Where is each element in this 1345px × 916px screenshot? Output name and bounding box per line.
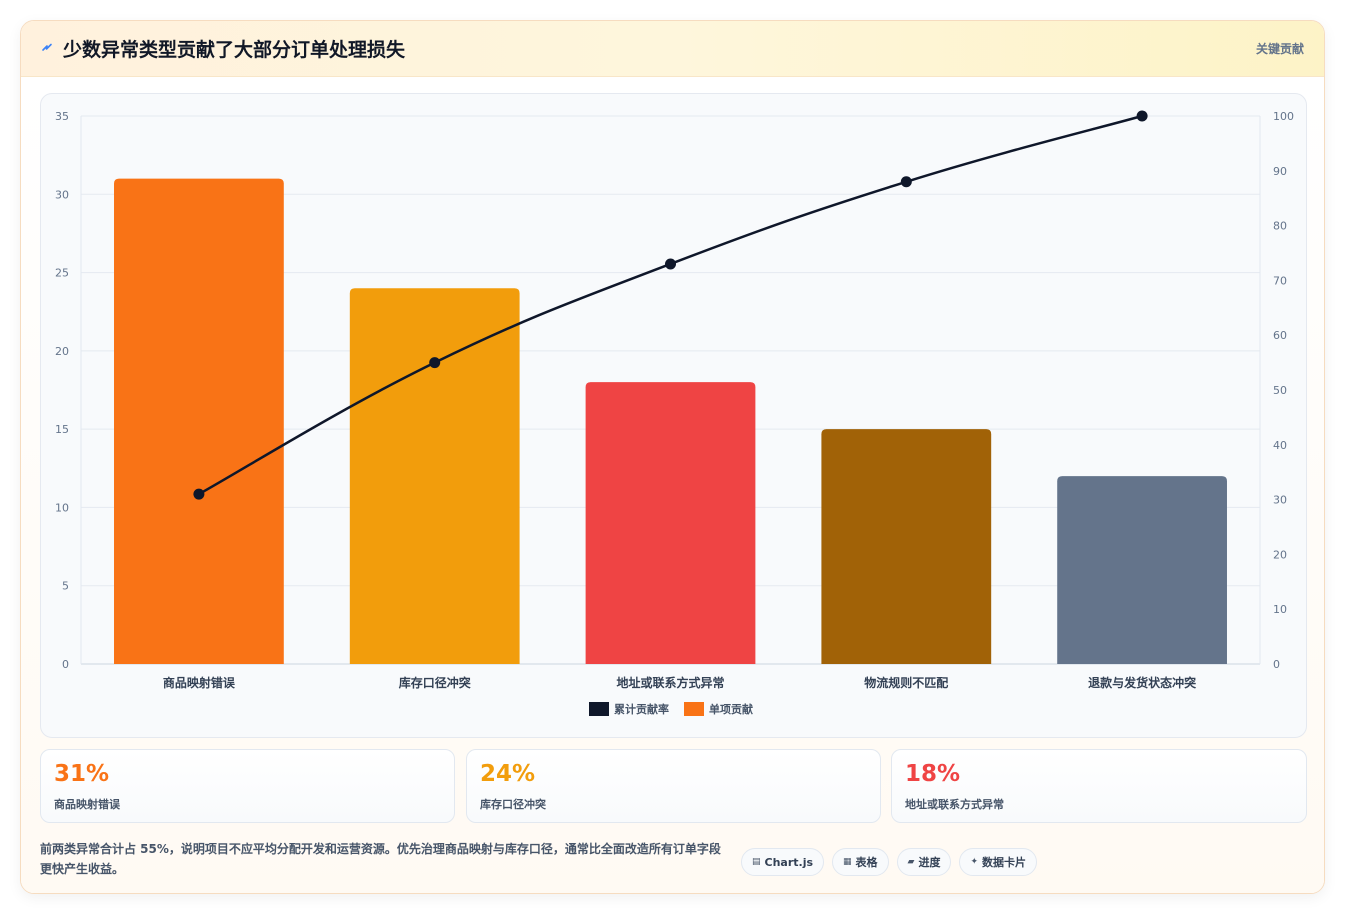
left-axis-tick: 35 xyxy=(55,110,69,123)
chart-title: 少数异常类型贡献了大部分订单处理损失 xyxy=(63,39,406,61)
chart-panel: 0 5 10 15 20 25 30 35 0 10 20 30 40 50 60 70 80 90 100 商品映射… xyxy=(40,93,1307,738)
pill-label: 数据卡片 xyxy=(982,856,1027,869)
chartjs-pill[interactable]: ▤ Chart.js xyxy=(741,848,825,876)
right-axis-tick: 50 xyxy=(1273,384,1287,397)
stat-card-1: 31% 商品映射错误 xyxy=(40,749,455,823)
progress-pill[interactable]: ▰ 进度 xyxy=(896,848,952,876)
stat-value: 24% xyxy=(480,761,536,787)
pareto-chart: 0 5 10 15 20 25 30 35 0 10 20 30 40 50 60 70 80 90 100 商品映射… xyxy=(55,110,1294,716)
left-axis-tick: 25 xyxy=(55,267,69,280)
key-contribution-tag: 关键贡献 xyxy=(1255,42,1304,56)
right-axis-tick: 70 xyxy=(1273,274,1287,287)
left-axis-tick: 15 xyxy=(55,423,69,436)
pill-label: Chart.js xyxy=(764,855,814,869)
chart-card: 少数异常类型贡献了大部分订单处理损失 关键贡献 0 5 10 15 20 25 30 35 0 1… xyxy=(20,20,1325,894)
stat-label: 库存口径冲突 xyxy=(480,798,546,811)
left-axis-tick: 30 xyxy=(55,188,69,201)
right-axis-tick: 30 xyxy=(1273,494,1287,507)
stat-label: 地址或联系方式异常 xyxy=(905,798,1004,811)
stat-card-3: 18% 地址或联系方式异常 xyxy=(891,749,1307,823)
left-axis-tick: 5 xyxy=(62,580,69,593)
category-label: 物流规则不匹配 xyxy=(864,675,948,690)
category-label: 商品映射错误 xyxy=(163,675,236,690)
bar xyxy=(1057,476,1227,664)
cumulative-point xyxy=(1136,110,1148,122)
card-header: 少数异常类型贡献了大部分订单处理损失 关键贡献 xyxy=(21,21,1324,77)
pill-label: 表格 xyxy=(855,856,878,869)
right-axis-tick: 100 xyxy=(1273,110,1294,123)
category-label: 地址或联系方式异常 xyxy=(616,675,724,690)
stat-value: 31% xyxy=(54,761,110,787)
legend-swatch xyxy=(589,702,609,716)
lightning-icon xyxy=(42,43,52,51)
right-axis-tick: 20 xyxy=(1273,548,1287,561)
bar xyxy=(349,288,520,664)
right-axis-tick: 40 xyxy=(1273,439,1287,452)
right-axis-tick: 60 xyxy=(1273,329,1287,342)
feature-pills: ▤ Chart.js ▦ 表格 ▰ 进度 ✦ 数据卡片 xyxy=(741,848,1038,876)
category-label: 库存口径冲突 xyxy=(399,675,471,690)
summary-note: 前两类异常合计占 55%，说明项目不应平均分配开发和运营资源。优先治理商品映射与… xyxy=(40,842,721,876)
right-axis-tick: 90 xyxy=(1273,165,1287,178)
sparkle-icon: ✦ xyxy=(970,857,979,867)
stat-card-2: 24% 库存口径冲突 xyxy=(466,749,881,823)
card-body: 0 5 10 15 20 25 30 35 0 10 20 30 40 50 60 70 80 90 100 商品映射… xyxy=(21,77,1324,893)
legend-label: 累计贡献率 xyxy=(614,702,669,716)
bar xyxy=(821,429,992,664)
legend-swatch xyxy=(684,702,704,716)
category-label: 退款与发货状态冲突 xyxy=(1088,675,1196,690)
cumulative-point xyxy=(429,357,441,369)
table-pill[interactable]: ▦ 表格 xyxy=(832,848,889,876)
bar xyxy=(585,382,756,664)
legend-label: 单项贡献 xyxy=(709,702,753,716)
left-axis-tick: 20 xyxy=(55,345,69,358)
data-card-pill[interactable]: ✦ 数据卡片 xyxy=(959,848,1038,876)
cumulative-point xyxy=(193,488,205,500)
right-axis-tick: 10 xyxy=(1273,603,1287,616)
pill-label: 进度 xyxy=(918,856,941,869)
table-icon: ▦ xyxy=(843,857,852,867)
left-axis-tick: 0 xyxy=(62,658,69,671)
right-axis-tick: 80 xyxy=(1273,220,1287,233)
stat-value: 18% xyxy=(905,761,961,787)
right-axis-tick: 0 xyxy=(1273,658,1280,671)
cumulative-point xyxy=(900,176,912,188)
chart-icon: ▤ xyxy=(752,857,761,867)
left-axis-tick: 10 xyxy=(55,501,69,514)
stat-label: 商品映射错误 xyxy=(54,798,120,811)
bar xyxy=(114,178,284,664)
cumulative-point xyxy=(665,258,676,270)
progress-icon: ▰ xyxy=(907,857,915,867)
